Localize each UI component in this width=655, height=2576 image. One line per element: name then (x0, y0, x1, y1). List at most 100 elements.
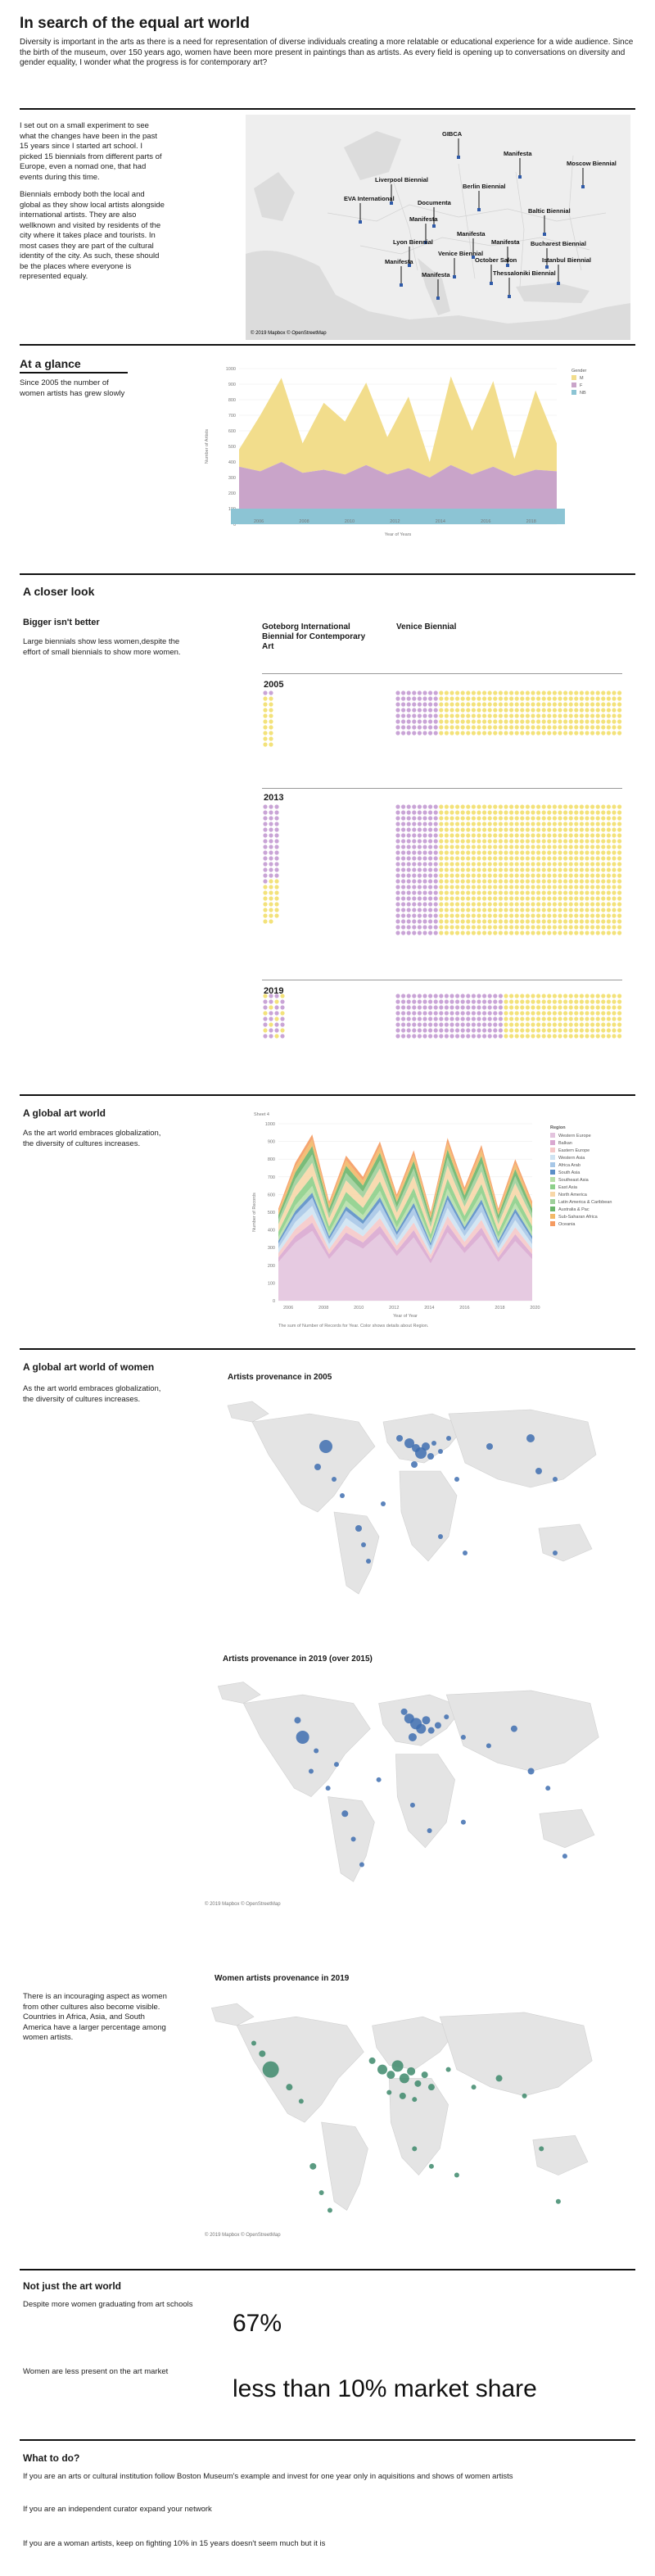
dot-venice-2013 (585, 833, 590, 838)
dot-venice-2019 (617, 994, 622, 998)
dot-venice-2013 (514, 804, 519, 809)
dot-venice-2013 (498, 913, 503, 918)
dot-venice-2013 (606, 913, 611, 918)
dot-venice-2013 (395, 919, 400, 924)
world-map-2019 (210, 1669, 619, 1899)
dot-venice-2019 (547, 1028, 552, 1033)
dot-venice-2019 (477, 1028, 481, 1033)
dot-venice-2013 (428, 919, 433, 924)
dot-venice-2013 (590, 839, 595, 844)
dot-venice-2019 (568, 1028, 573, 1033)
dot-venice-2013 (541, 902, 546, 907)
dot-venice-2005 (439, 713, 444, 718)
dot-venice-2013 (449, 833, 454, 838)
dot-venice-2019 (579, 1016, 584, 1021)
dot-venice-2019 (498, 1011, 503, 1016)
dot-venice-2013 (412, 867, 417, 872)
dot-venice-2013 (412, 833, 417, 838)
dot-venice-2013 (525, 816, 530, 821)
biennial-marker (518, 175, 522, 179)
dot-venice-2005 (417, 713, 422, 718)
dot-venice-2013 (401, 896, 406, 901)
dot-venice-2013 (422, 833, 427, 838)
dot-venice-2019 (395, 999, 400, 1004)
dot-venice-2005 (455, 719, 460, 724)
dot-venice-2019 (444, 1028, 449, 1033)
dot-venice-2019 (498, 1005, 503, 1010)
dot-venice-2013 (406, 822, 411, 826)
dot-goteborg-2013 (274, 862, 279, 867)
dot-venice-2019 (455, 1028, 460, 1033)
dot-venice-2019 (422, 994, 427, 998)
dot-venice-2013 (422, 885, 427, 890)
dot-venice-2013 (428, 908, 433, 912)
map2-title: Artists provenance in 2019 (over 2015) (223, 1655, 373, 1664)
dot-venice-2019 (455, 1011, 460, 1016)
dot-venice-2013 (406, 827, 411, 832)
y-tick: 500 (268, 1211, 275, 1216)
dot-venice-2005 (412, 702, 417, 707)
dot-venice-2013 (487, 919, 492, 924)
dot-venice-2013 (514, 925, 519, 930)
dot-venice-2005 (487, 702, 492, 707)
dot-venice-2013 (433, 885, 438, 890)
dot-venice-2005 (498, 702, 503, 707)
dot-venice-2013 (449, 902, 454, 907)
map-label: Documenta (418, 199, 452, 206)
dot-venice-2019 (595, 994, 600, 998)
women-text: As the art world embraces globalization,… (23, 1384, 161, 1404)
dot-venice-2013 (493, 873, 498, 878)
dot-venice-2013 (531, 856, 535, 861)
dot-venice-2019 (417, 994, 422, 998)
dot-venice-2005 (574, 690, 579, 695)
dot-venice-2005 (595, 702, 600, 707)
dot-venice-2019 (471, 1022, 476, 1027)
dot-venice-2013 (617, 925, 622, 930)
dot-venice-2013 (606, 827, 611, 832)
region-series (278, 1154, 532, 1228)
dot-venice-2013 (568, 896, 573, 901)
dot-goteborg-2019 (280, 1028, 285, 1033)
dot-venice-2013 (514, 833, 519, 838)
dot-venice-2019 (574, 1028, 579, 1033)
dot-venice-2013 (563, 896, 568, 901)
dot-venice-2005 (428, 708, 433, 713)
dot-venice-2013 (406, 925, 411, 930)
x-tick: 2008 (318, 1306, 328, 1311)
dot-venice-2019 (498, 1016, 503, 1021)
provenance-bubble (486, 1743, 491, 1749)
dot-venice-2013 (558, 810, 562, 815)
dot-venice-2013 (422, 873, 427, 878)
dot-venice-2013 (585, 862, 590, 867)
dot-goteborg-2005 (263, 725, 268, 730)
provenance-bubble (454, 1477, 459, 1482)
dot-venice-2019 (536, 994, 541, 998)
legend-item: Africa Arab (558, 1163, 580, 1168)
dot-venice-2013 (612, 873, 617, 878)
dot-venice-2013 (428, 873, 433, 878)
dot-venice-2005 (520, 731, 525, 736)
dot-venice-2005 (514, 725, 519, 730)
series-nb (231, 509, 565, 524)
dot-venice-2013 (444, 890, 449, 895)
dot-venice-2013 (541, 913, 546, 918)
legend-swatch (550, 1170, 555, 1175)
dot-venice-2013 (455, 885, 460, 890)
dot-venice-2005 (455, 690, 460, 695)
dot-venice-2013 (428, 862, 433, 867)
dot-venice-2013 (466, 930, 471, 935)
dot-goteborg-2005 (263, 696, 268, 701)
region-series (278, 1175, 532, 1240)
dot-venice-2013 (401, 902, 406, 907)
dot-venice-2013 (525, 856, 530, 861)
page-title: In search of the equal art world (20, 15, 250, 32)
dot-venice-2013 (509, 833, 514, 838)
dot-venice-2019 (460, 1011, 465, 1016)
dot-venice-2013 (449, 930, 454, 935)
dot-venice-2013 (520, 844, 525, 849)
dot-goteborg-2013 (263, 879, 268, 884)
dot-venice-2019 (563, 1005, 568, 1010)
region-series (278, 1193, 532, 1247)
dot-venice-2013 (504, 850, 508, 855)
dot-venice-2013 (606, 930, 611, 935)
